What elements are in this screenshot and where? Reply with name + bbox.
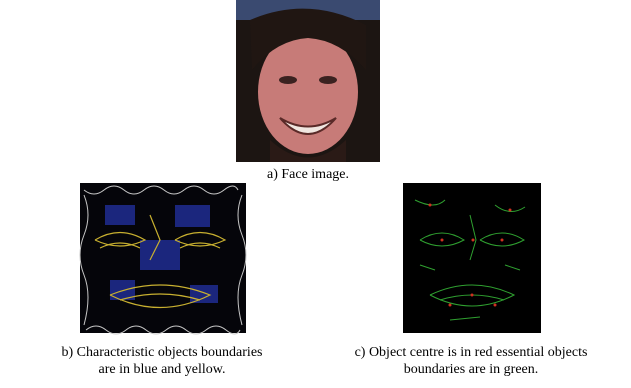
edge-image-c xyxy=(403,183,541,333)
caption: boundaries are in green. xyxy=(404,362,539,377)
caption: are in blue and yellow. xyxy=(99,362,226,377)
figure: a) Face image. b) Characteristic objects… xyxy=(0,0,631,383)
caption: b) Characteristic objects boundaries xyxy=(62,345,263,360)
caption: c) Object centre is in red essential obj… xyxy=(355,345,588,360)
caption: a) Face image. xyxy=(267,167,349,182)
page: a) Face image. b) Characteristic objects… xyxy=(0,0,631,383)
edge-image-b xyxy=(80,183,246,334)
face-image xyxy=(236,0,380,162)
